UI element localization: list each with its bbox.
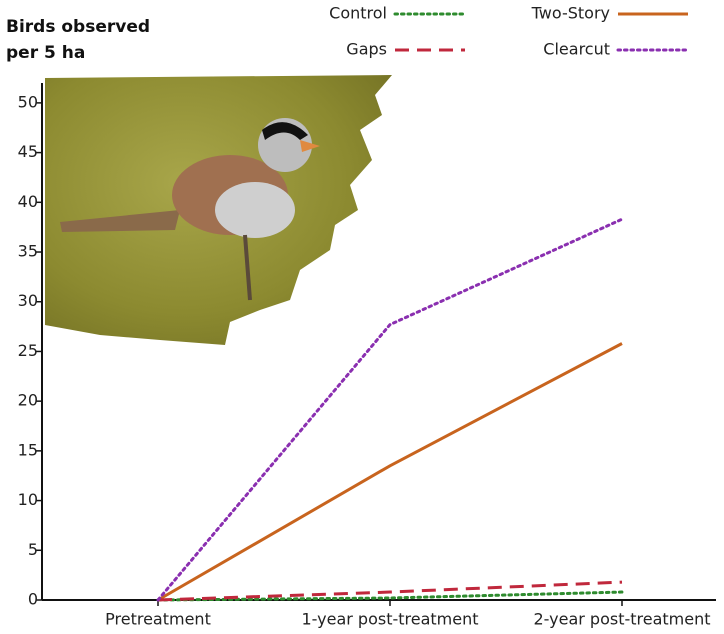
y-tick-label: 15 [18,440,38,459]
legend-label: Gaps [346,40,387,59]
x-tick-label: 1-year post-treatment [301,610,478,629]
y-tick-label: 25 [18,341,38,360]
series-line [158,582,622,600]
x-tick-label: 2-year post-treatment [533,610,710,629]
legend-label: Clearcut [543,40,610,59]
y-tick-label: 20 [18,391,38,410]
legend-label: Two-Story [531,4,610,23]
y-tick-label: 0 [28,590,38,609]
page: 0 5 10 15 20 25 30 35 40 45 50 Pretreatment 1-year p… [0,0,724,634]
y-tick-label: 50 [18,92,38,111]
chart: 0 5 10 15 20 25 30 35 40 45 50 Pretreatment 1-year p… [0,0,724,634]
y-tick-label: 30 [18,291,38,310]
legend-label: Control [329,4,387,23]
y-tick-label: 40 [18,192,38,211]
y-tick-label: 45 [18,142,38,161]
y-tick-label: 5 [28,540,38,559]
x-tick-label: Pretreatment [105,610,211,629]
y-tick-label: 35 [18,242,38,261]
y-tick-label: 10 [18,490,38,509]
series-line [158,343,622,600]
y-axis-title: Birds observed per 5 ha [6,14,156,66]
